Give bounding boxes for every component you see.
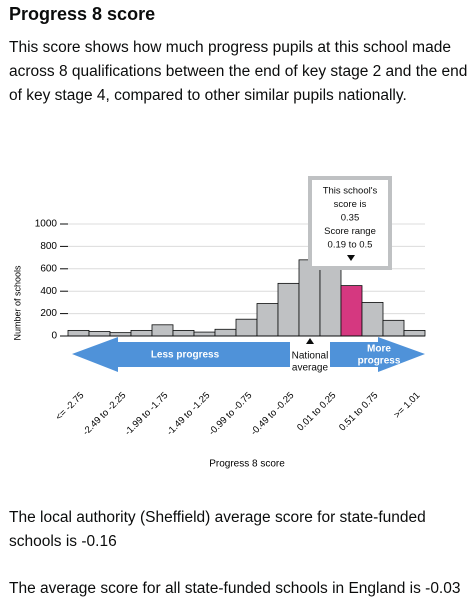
bar	[403, 329, 426, 337]
y-tick-label: 800	[40, 241, 57, 252]
bar	[172, 329, 195, 337]
x-tick-label: >= 1.01	[392, 390, 423, 421]
tooltip-line: score is	[334, 199, 367, 210]
average-marker	[306, 338, 314, 344]
y-tick-label: 200	[40, 308, 57, 319]
tooltip-pointer	[347, 255, 355, 261]
bar	[193, 331, 216, 337]
bar	[382, 319, 405, 337]
england-average: The average score for all state-funded s…	[9, 580, 461, 597]
x-axis-label: Progress 8 score	[209, 459, 285, 470]
y-axis-label: Number of schools	[12, 265, 22, 341]
x-tick-label: -1.49 to -1.25	[165, 390, 213, 438]
tooltip-line: 0.19 to 0.5	[328, 240, 373, 251]
tooltip-line: Score range	[324, 226, 376, 237]
bar	[109, 332, 132, 337]
bar	[319, 262, 342, 337]
x-tick-label: -0.49 to -0.25	[249, 390, 297, 438]
less-progress: Less progress	[151, 350, 220, 361]
x-tick-label: -2.49 to -2.25	[81, 390, 129, 438]
heading: Progress 8 score	[9, 4, 156, 24]
bar	[88, 331, 111, 337]
more-arrow	[330, 337, 425, 372]
bar	[130, 329, 153, 337]
la-average: The local authority (Sheffield) average …	[9, 509, 426, 550]
x-tick-label: 0.01 to 0.25	[295, 390, 338, 433]
bar	[340, 285, 363, 337]
x-tick-label: -0.99 to -0.75	[207, 390, 255, 438]
more-progress: progress	[358, 356, 401, 367]
bar	[235, 318, 258, 337]
intro: This score shows how much progress pupil…	[9, 39, 468, 104]
x-tick-label: 0.51 to 0.75	[337, 390, 380, 433]
bar	[256, 303, 279, 337]
bar	[277, 282, 300, 337]
less-arrow	[72, 337, 290, 372]
national-average: National	[292, 351, 329, 362]
tooltip-line: 0.35	[341, 213, 360, 224]
x-tick-label: -1.99 to -1.75	[123, 390, 171, 438]
bar	[214, 328, 237, 337]
chart: 0 200 400 600 800 1000 Number of schools Progre…	[12, 176, 426, 470]
national-average: average	[292, 363, 329, 374]
tooltip-box	[308, 176, 392, 270]
x-tick-label: <= -2.75	[54, 390, 87, 423]
y-tick-label: 0	[51, 331, 57, 342]
y-tick-label: 1000	[35, 219, 58, 230]
bar	[298, 259, 321, 337]
more-progress: More	[367, 344, 391, 355]
bar	[67, 329, 90, 337]
tooltip-line: This school's	[323, 186, 378, 197]
bar	[151, 324, 174, 337]
y-tick-label: 400	[40, 286, 57, 297]
y-tick-label: 600	[40, 263, 57, 274]
bar	[361, 301, 384, 337]
